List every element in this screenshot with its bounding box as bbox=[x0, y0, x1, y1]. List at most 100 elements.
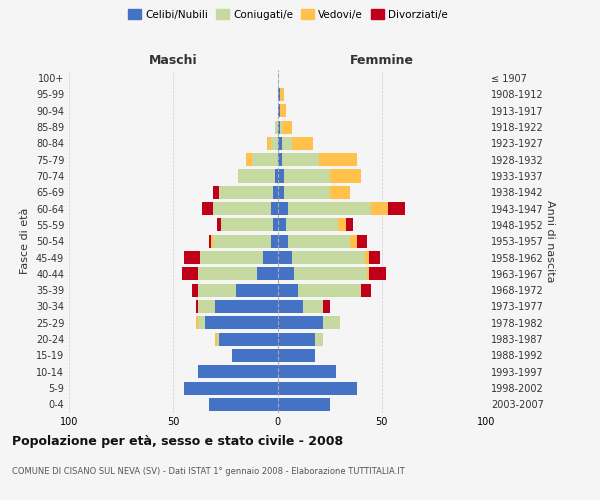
Bar bbox=[277, 104, 280, 118]
Bar bbox=[198, 365, 277, 378]
Bar bbox=[232, 349, 277, 362]
Bar bbox=[315, 332, 323, 345]
Bar bbox=[338, 218, 346, 232]
Bar bbox=[350, 234, 357, 248]
Bar bbox=[346, 218, 353, 232]
Bar bbox=[211, 234, 213, 248]
Bar bbox=[257, 268, 277, 280]
Bar bbox=[217, 218, 221, 232]
Bar bbox=[275, 120, 277, 134]
Bar bbox=[198, 300, 215, 313]
Bar bbox=[271, 234, 277, 248]
Bar bbox=[277, 398, 329, 411]
Bar bbox=[280, 88, 284, 101]
Bar bbox=[365, 251, 369, 264]
Bar bbox=[371, 202, 388, 215]
Bar bbox=[215, 300, 277, 313]
Bar bbox=[215, 332, 217, 345]
Bar bbox=[271, 202, 277, 215]
Bar bbox=[277, 234, 288, 248]
Bar bbox=[277, 137, 281, 150]
Bar bbox=[298, 284, 361, 296]
Bar bbox=[361, 284, 371, 296]
Text: COMUNE DI CISANO SUL NEVA (SV) - Dati ISTAT 1° gennaio 2008 - Elaborazione TUTTI: COMUNE DI CISANO SUL NEVA (SV) - Dati IS… bbox=[12, 468, 405, 476]
Bar bbox=[281, 120, 292, 134]
Bar bbox=[277, 349, 315, 362]
Bar bbox=[184, 382, 277, 394]
Bar bbox=[288, 234, 350, 248]
Bar bbox=[213, 186, 219, 199]
Bar bbox=[192, 284, 198, 296]
Bar bbox=[200, 251, 263, 264]
Bar bbox=[196, 316, 198, 330]
Bar bbox=[292, 137, 313, 150]
Bar bbox=[281, 137, 292, 150]
Bar bbox=[280, 104, 286, 118]
Bar bbox=[253, 153, 277, 166]
Bar bbox=[280, 120, 281, 134]
Bar bbox=[271, 137, 277, 150]
Bar bbox=[213, 202, 271, 215]
Bar bbox=[277, 202, 288, 215]
Bar bbox=[238, 170, 275, 182]
Bar bbox=[319, 153, 357, 166]
Bar bbox=[292, 251, 365, 264]
Bar bbox=[274, 186, 277, 199]
Bar bbox=[219, 332, 277, 345]
Bar bbox=[277, 186, 284, 199]
Bar bbox=[213, 234, 271, 248]
Text: Maschi: Maschi bbox=[149, 54, 197, 66]
Bar bbox=[281, 153, 319, 166]
Bar bbox=[209, 234, 211, 248]
Bar bbox=[209, 398, 277, 411]
Bar bbox=[277, 382, 357, 394]
Bar bbox=[277, 300, 302, 313]
Bar bbox=[221, 218, 274, 232]
Bar bbox=[388, 202, 404, 215]
Bar bbox=[277, 365, 336, 378]
Bar bbox=[277, 268, 294, 280]
Bar bbox=[196, 300, 198, 313]
Bar bbox=[184, 251, 200, 264]
Bar bbox=[205, 316, 277, 330]
Bar bbox=[277, 88, 280, 101]
Bar bbox=[357, 234, 367, 248]
Bar bbox=[329, 170, 361, 182]
Bar bbox=[246, 153, 253, 166]
Text: Popolazione per età, sesso e stato civile - 2008: Popolazione per età, sesso e stato civil… bbox=[12, 435, 343, 448]
Bar bbox=[329, 186, 350, 199]
Bar bbox=[202, 202, 213, 215]
Bar bbox=[369, 268, 386, 280]
Y-axis label: Anni di nascita: Anni di nascita bbox=[545, 200, 555, 282]
Bar bbox=[369, 251, 380, 264]
Y-axis label: Fasce di età: Fasce di età bbox=[20, 208, 30, 274]
Bar bbox=[288, 202, 371, 215]
Bar bbox=[217, 332, 219, 345]
Legend: Celibi/Nubili, Coniugati/e, Vedovi/e, Divorziati/e: Celibi/Nubili, Coniugati/e, Vedovi/e, Di… bbox=[124, 5, 452, 24]
Bar bbox=[286, 218, 338, 232]
Bar bbox=[198, 316, 205, 330]
Bar bbox=[275, 170, 277, 182]
Bar bbox=[323, 300, 329, 313]
Bar bbox=[277, 120, 280, 134]
Bar bbox=[302, 300, 323, 313]
Bar bbox=[219, 186, 274, 199]
Bar bbox=[277, 316, 323, 330]
Bar bbox=[294, 268, 367, 280]
Bar bbox=[182, 268, 198, 280]
Bar bbox=[277, 170, 284, 182]
Bar bbox=[277, 284, 298, 296]
Bar bbox=[198, 268, 257, 280]
Bar bbox=[267, 137, 271, 150]
Bar bbox=[367, 268, 369, 280]
Bar bbox=[323, 316, 340, 330]
Bar bbox=[263, 251, 277, 264]
Bar bbox=[284, 186, 329, 199]
Bar bbox=[198, 284, 236, 296]
Bar bbox=[284, 170, 329, 182]
Bar bbox=[236, 284, 277, 296]
Bar bbox=[277, 218, 286, 232]
Bar bbox=[277, 153, 281, 166]
Bar bbox=[277, 332, 315, 345]
Bar bbox=[277, 251, 292, 264]
